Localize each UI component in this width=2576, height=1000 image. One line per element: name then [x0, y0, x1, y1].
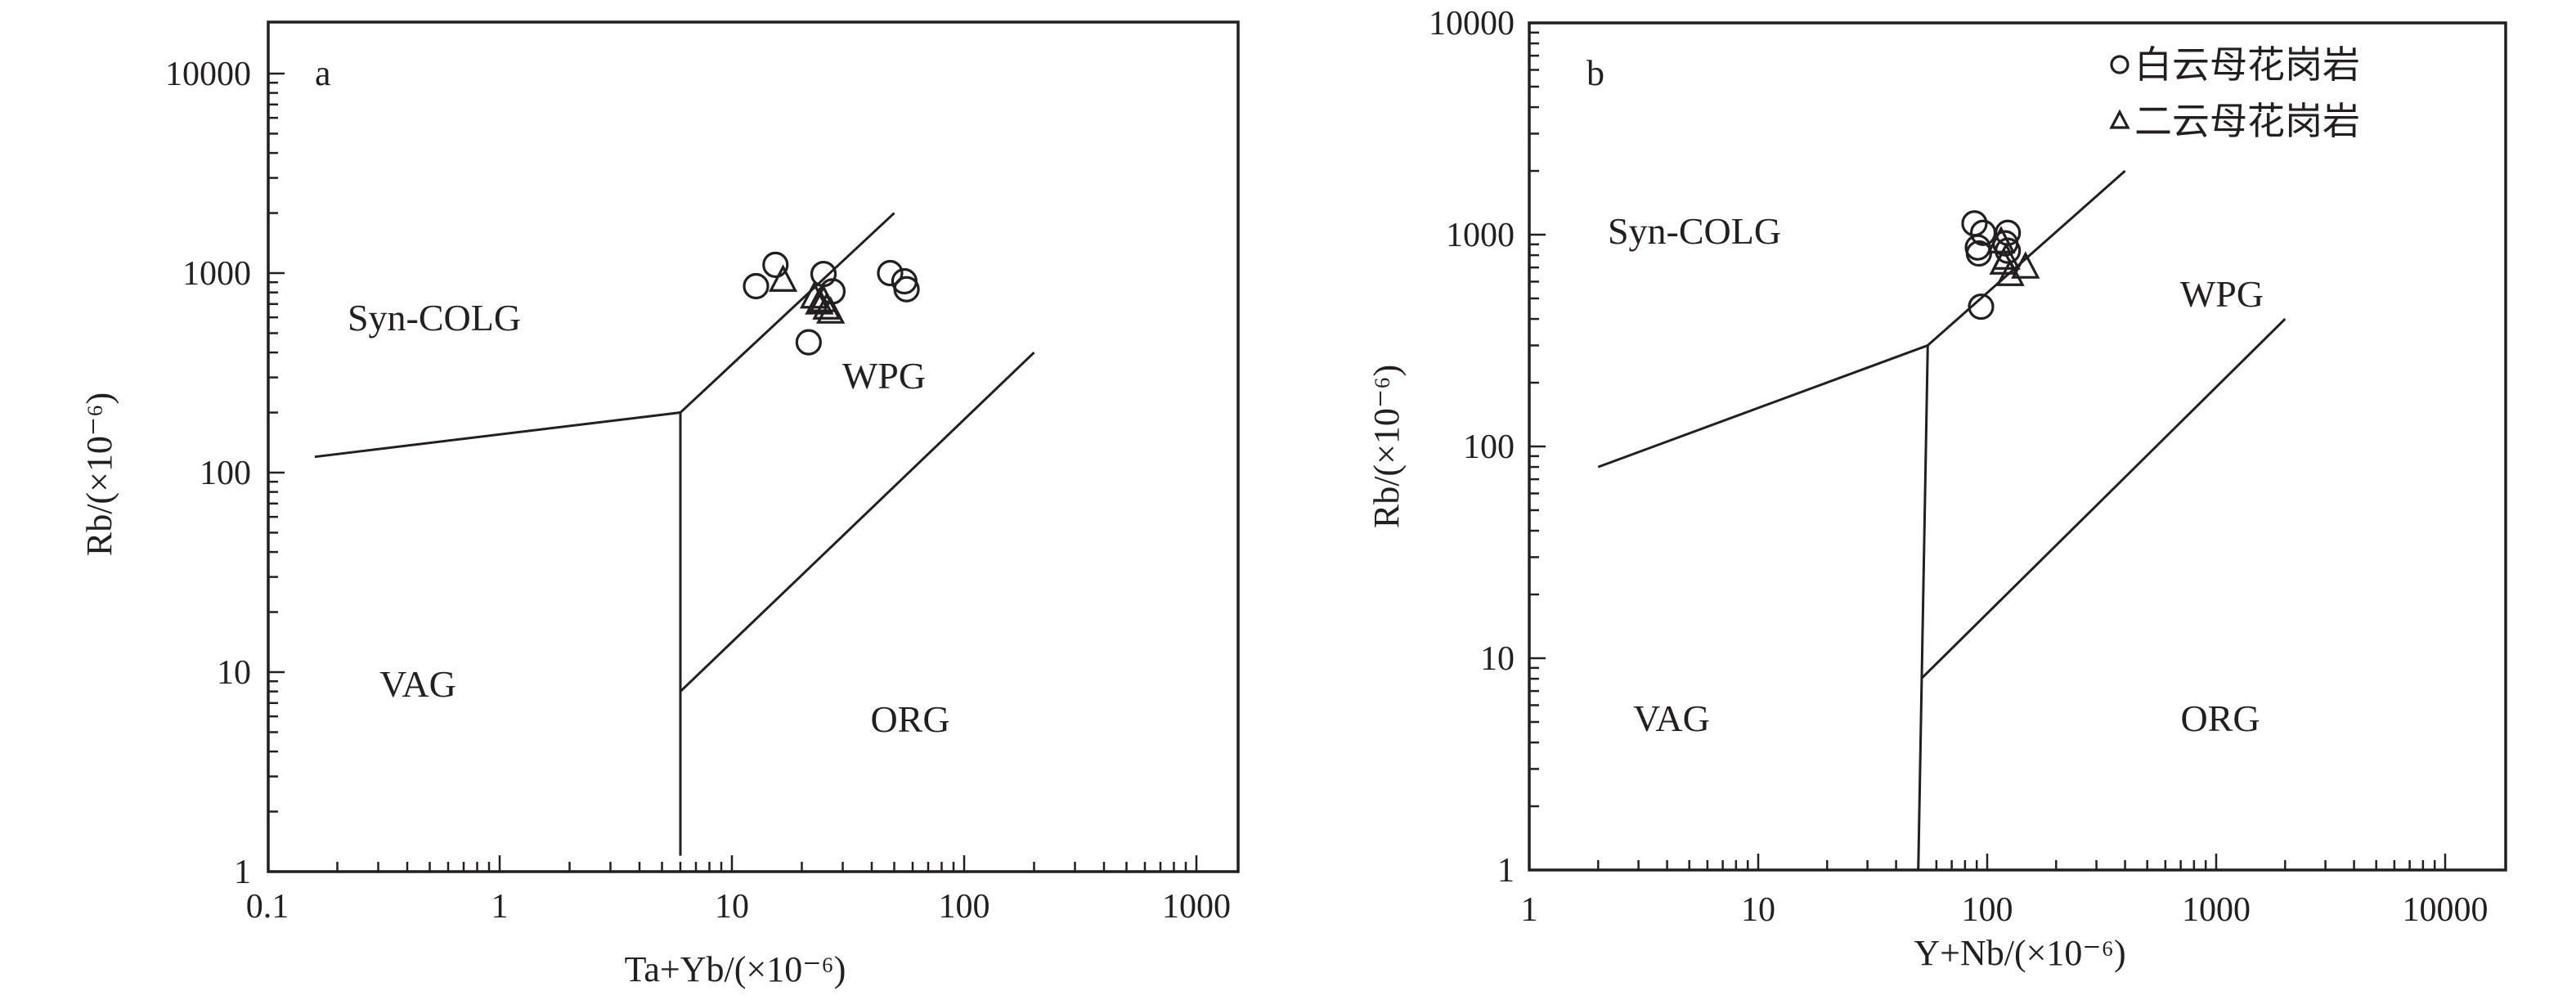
field-label-syn-colg: Syn-COLG: [1608, 210, 1781, 252]
y-tick-label: 100: [1463, 428, 1515, 466]
field-boundary-line: [314, 411, 681, 459]
triangle-data-point: [768, 264, 798, 292]
x-tick-label: 1: [491, 888, 509, 926]
circle-data-point: [1965, 240, 1992, 267]
x-tick-label: 10: [1741, 891, 1775, 929]
x-tick-label: 1000: [2182, 891, 2251, 929]
x-axis-label: Ta+Yb/(×10⁻⁶): [625, 949, 846, 989]
y-tick-label: 10: [1480, 640, 1515, 678]
panel-letter: a: [315, 53, 331, 93]
field-label-vag: VAG: [1633, 697, 1710, 739]
y-tick-label: 1000: [1446, 217, 1515, 254]
y-tick-label: 1: [1497, 852, 1515, 890]
x-axis-label: Y+Nb/(×10⁻⁶): [1914, 933, 2125, 973]
field-boundary-line: [1917, 345, 1929, 871]
legend-circle-icon: [2110, 55, 2129, 74]
triangle-data-point: [2011, 251, 2040, 279]
field-label-wpg: WPG: [2180, 273, 2264, 315]
y-tick-label: 10: [217, 654, 251, 692]
series-triangle: [1986, 226, 2040, 286]
x-axis: 1 10 100 1000 10000: [1521, 854, 2488, 929]
chart-panel-b: 1 10 100 1000 10000 1 10 100 1000 10000 Y+Nb/(×10⁻…: [1367, 5, 2507, 973]
y-axis-label: Rb/(×10⁻⁶): [1367, 365, 1407, 528]
circle-data-point: [893, 276, 920, 303]
circle-data-point: [877, 259, 904, 287]
y-axis: 1 10 100 1000 10000: [165, 56, 285, 891]
legend-triangle-icon: [2109, 109, 2130, 129]
x-tick-label: 1000: [1162, 888, 1231, 926]
plot-frame: [267, 20, 1240, 873]
field-boundary-line: [679, 212, 895, 414]
x-tick-label: 10: [715, 888, 749, 926]
legend-label: 二云母花岗岩: [2134, 101, 2360, 142]
y-tick-label: 10000: [1429, 5, 1515, 43]
x-tick-label: 0.1: [246, 888, 289, 926]
field-boundary-line: [679, 352, 1035, 693]
x-axis: 0.1 1 10 100 1000: [246, 855, 1231, 926]
triangle-data-point: [812, 292, 841, 320]
y-axis-label: Rb/(×10⁻⁶): [79, 392, 119, 556]
x-tick-label: 100: [939, 888, 990, 926]
chart-panel-a: 0.1 1 10 100 1000110100100010000Ta+Yb/(×10⁻⁶…: [79, 20, 1240, 989]
triangle-data-point: [1989, 247, 2018, 275]
circle-data-point: [1995, 219, 2022, 246]
field-label-vag: VAG: [379, 663, 456, 705]
x-tick-label: 1: [1521, 891, 1538, 929]
circle-data-point: [1968, 293, 1995, 321]
field-label-syn-colg: Syn-COLG: [348, 297, 521, 339]
circle-data-point: [795, 329, 822, 356]
field-boundary-line: [1597, 344, 1928, 469]
panel-letter: b: [1586, 53, 1604, 93]
y-axis: 1 10 100 1000 10000: [1429, 5, 1546, 890]
y-tick-label: 1000: [182, 255, 251, 293]
legend-label: 白云母花岗岩: [2134, 44, 2360, 86]
field-label-org: ORG: [2180, 697, 2260, 739]
field-label-wpg: WPG: [842, 355, 926, 397]
y-tick-label: 10000: [165, 56, 251, 93]
triangle-data-point: [805, 287, 834, 315]
y-tick-label: 100: [200, 455, 251, 492]
triangle-data-point: [816, 296, 846, 324]
field-label-org: ORG: [870, 698, 949, 740]
y-tick-label: 1: [234, 854, 251, 891]
circle-data-point: [762, 251, 789, 279]
field-boundary-line: [1920, 317, 2287, 680]
x-tick-label: 10000: [2403, 891, 2488, 929]
circle-data-point: [743, 272, 770, 300]
plot-frame: [1528, 21, 2507, 872]
series-triangle: [768, 264, 846, 324]
x-tick-label: 100: [1962, 891, 2013, 929]
